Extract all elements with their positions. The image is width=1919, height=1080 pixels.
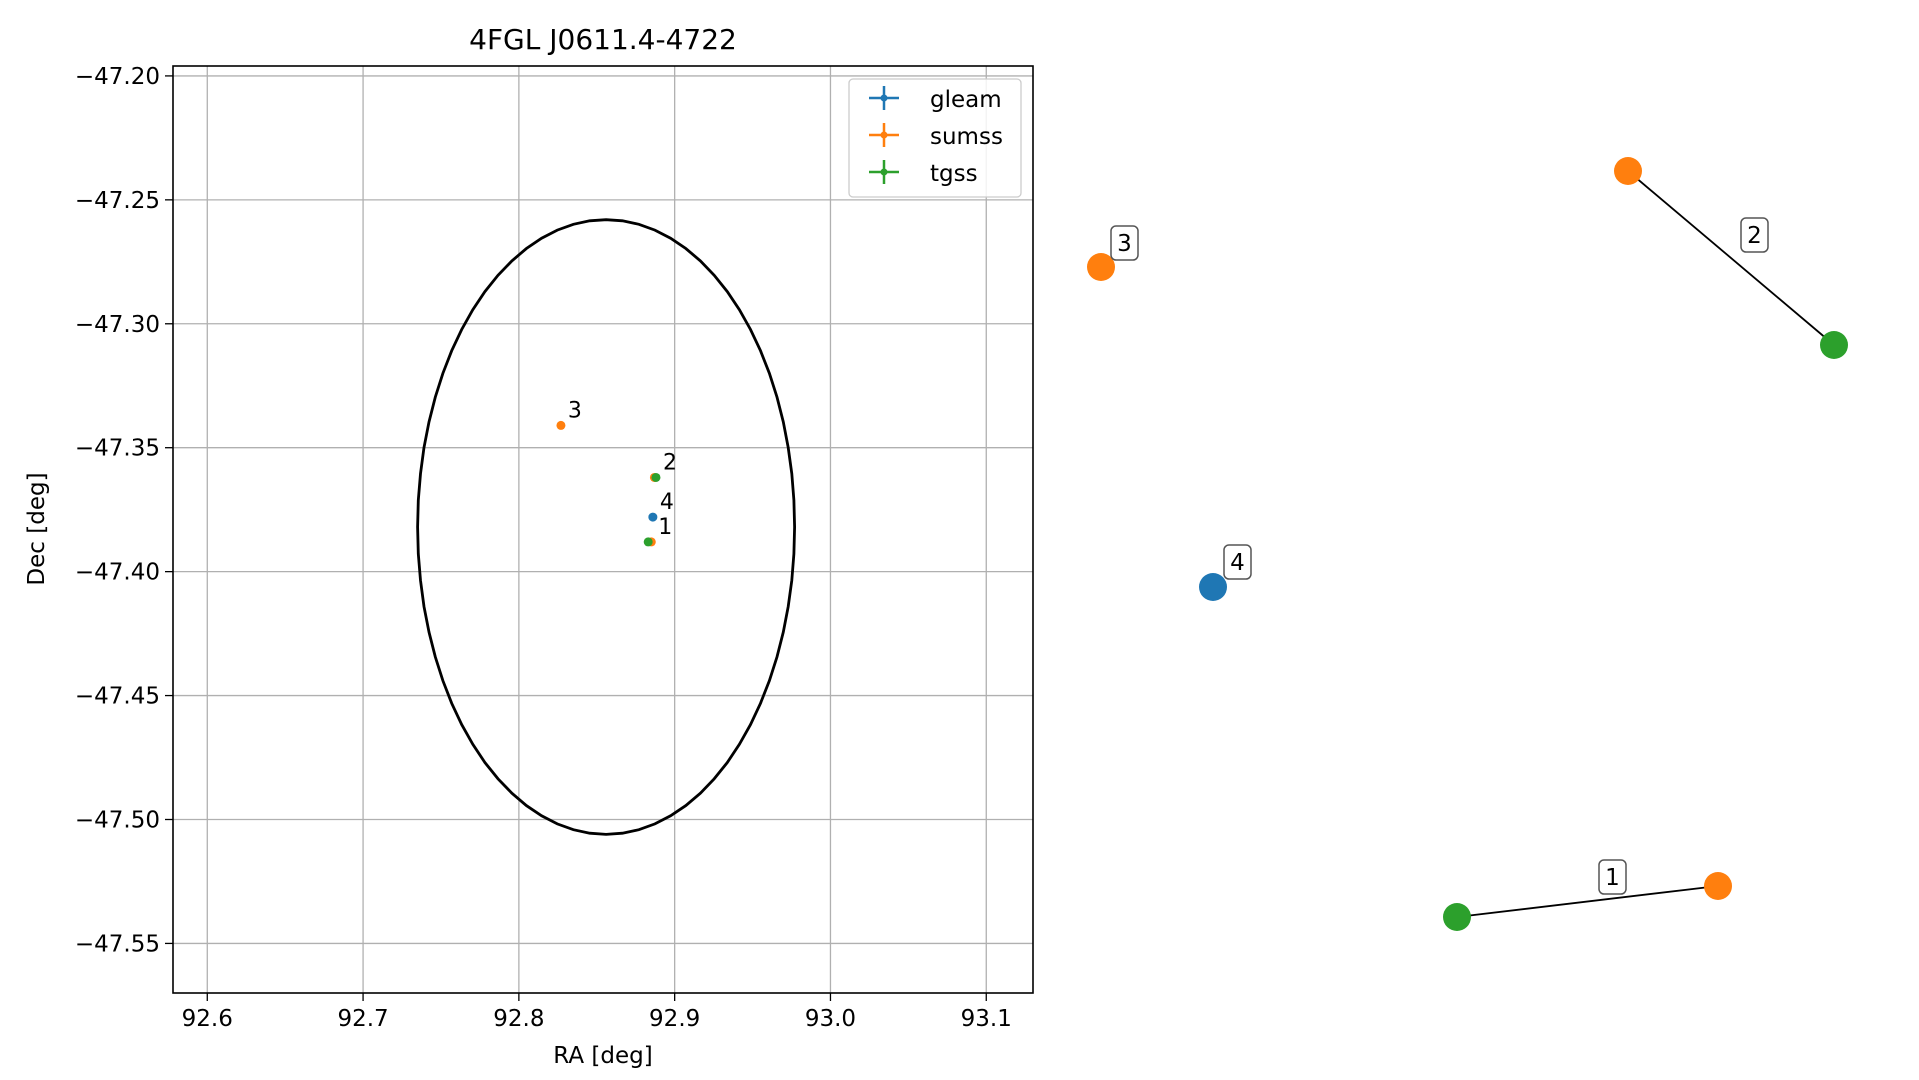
x-tick-label: 93.0 [805, 1006, 856, 1032]
edge-label-1: 1 [1598, 859, 1627, 895]
point-gleam [648, 512, 658, 522]
node-label-4: 4 [1223, 544, 1252, 580]
legend-item-tgss: tgss [869, 160, 978, 187]
legend: gleam sumss tgss [848, 78, 1022, 198]
legend-label-tgss: tgss [930, 161, 978, 187]
y-tick-label: −47.20 [75, 64, 160, 90]
edge-label-2-text: 2 [1747, 223, 1762, 249]
legend-marker-sumss-dot [880, 131, 888, 139]
network-graph: 2 1 3 4 [1087, 157, 1848, 931]
x-tick-label: 92.6 [182, 1006, 233, 1032]
point-annotation: 3 [568, 398, 582, 423]
x-tick-label: 92.9 [649, 1006, 700, 1032]
point-annotation: 1 [658, 515, 672, 540]
y-tick-label: −47.40 [75, 560, 160, 586]
uncertainty-ellipse [416, 218, 796, 836]
y-tick-label: −47.50 [75, 807, 160, 833]
legend-item-gleam: gleam [869, 86, 1002, 113]
ellipse-outline [416, 218, 796, 836]
point-annotation: 2 [663, 450, 677, 475]
y-axis-label: Dec [deg] [24, 472, 50, 585]
point-tgss [643, 537, 653, 547]
legend-marker-tgss-dot [880, 168, 888, 176]
plot-frame [172, 65, 1034, 994]
point-tgss [651, 472, 661, 482]
point-sumss [556, 420, 566, 430]
edge-label-1-text: 1 [1605, 865, 1620, 891]
x-tick-label: 93.1 [961, 1006, 1012, 1032]
point-annotations: 3 2 41 [568, 398, 677, 539]
legend-marker-gleam-dot [880, 94, 888, 102]
legend-label-sumss: sumss [930, 124, 1003, 150]
node-label-4-box [1223, 544, 1252, 580]
edge-label-1-box [1598, 859, 1627, 895]
node-2-tgss [1820, 331, 1848, 359]
node-label-3-text: 3 [1117, 231, 1132, 257]
y-tick-label: −47.30 [75, 312, 160, 338]
node-label-4-text: 4 [1230, 550, 1245, 576]
edge-label-2-box [1740, 217, 1769, 253]
x-axis-label: RA [deg] [553, 1043, 652, 1069]
y-tick-label: −47.55 [75, 931, 160, 957]
x-axis-ticks: 92.6 92.7 92.8 92.9 93.0 93.1 [182, 993, 1012, 1032]
legend-label-gleam: gleam [930, 87, 1002, 113]
edge-1 [1456, 885, 1719, 918]
y-tick-label: −47.45 [75, 684, 160, 710]
node-2-sumss [1614, 157, 1642, 185]
edge-label-2: 2 [1740, 217, 1769, 253]
legend-frame [848, 78, 1022, 198]
node-1-sumss [1704, 872, 1732, 900]
data-points [556, 420, 661, 547]
chart-title: 4FGL J0611.4-4722 [469, 23, 737, 56]
legend-item-sumss: sumss [869, 123, 1003, 150]
edge-2 [1627, 170, 1835, 346]
node-1-tgss [1443, 903, 1471, 931]
point-annotation: 4 [660, 490, 674, 515]
x-tick-label: 92.8 [493, 1006, 544, 1032]
y-axis-ticks: −47.20 −47.25 −47.30 −47.35 −47.40 −47.45 −47.… [75, 64, 173, 957]
y-tick-label: −47.35 [75, 436, 160, 462]
y-tick-label: −47.25 [75, 188, 160, 214]
x-tick-label: 92.7 [337, 1006, 388, 1032]
grid [173, 66, 1033, 993]
node-4-gleam [1199, 573, 1227, 601]
node-label-3: 3 [1110, 225, 1139, 261]
node-3-sumss [1087, 253, 1115, 281]
node-label-3-box [1110, 225, 1139, 261]
